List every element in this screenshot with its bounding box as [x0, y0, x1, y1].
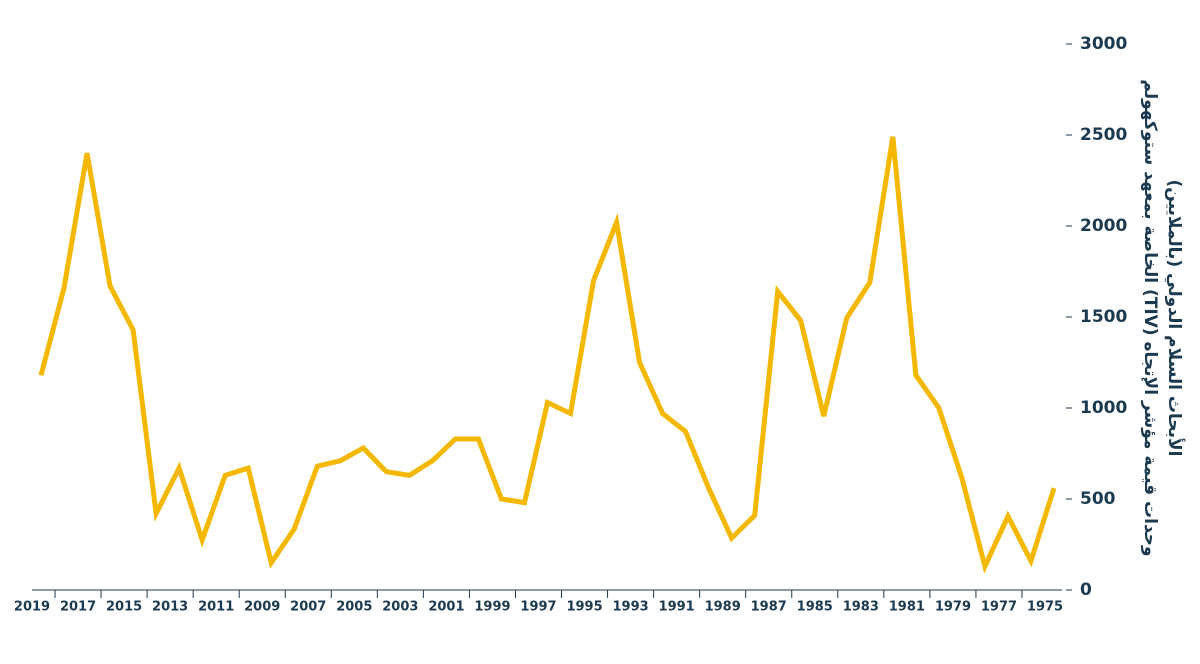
x-tick-label: 1989	[705, 600, 741, 615]
x-tick-label: 1993	[612, 600, 648, 615]
x-tick-label: 2011	[198, 600, 234, 615]
x-tick-label: 2017	[60, 600, 96, 615]
y-tick-label: 1000	[1080, 398, 1127, 418]
x-tick-label: 1981	[889, 600, 925, 615]
x-tick-label: 1979	[935, 600, 971, 615]
x-tick-label: 1985	[797, 600, 833, 615]
y-tick-label: 0	[1080, 580, 1092, 600]
y-tick-label: 2500	[1080, 125, 1127, 145]
y-tick-label: 2000	[1080, 216, 1127, 236]
y-axis-title: وحدات قيمة مؤشر الإتجاه (TIV) الخاصة بمع…	[1140, 79, 1185, 556]
x-tick-label: 1983	[843, 600, 879, 615]
x-tick-label: 1999	[474, 600, 510, 615]
y-tick-label: 1500	[1080, 307, 1127, 327]
x-tick-label: 1975	[1027, 600, 1063, 615]
x-tick-label: 2019	[14, 600, 50, 615]
x-tick-label: 1991	[659, 600, 695, 615]
x-tick-label: 2007	[290, 600, 326, 615]
x-tick-label: 1977	[981, 600, 1017, 615]
y-label-line: وحدات قيمة مؤشر الإتجاه (TIV) الخاصة بمع…	[1140, 79, 1160, 556]
x-tick-label: 2013	[152, 600, 188, 615]
x-tick-label: 2009	[244, 600, 280, 615]
x-tick-label: 1997	[520, 600, 556, 615]
x-tick-label: 2005	[336, 600, 372, 615]
x-tick-label: 1987	[751, 600, 787, 615]
y-tick-label: 3000	[1080, 34, 1127, 54]
x-tick-label: 2015	[106, 600, 142, 615]
y-tick-label: 500	[1080, 489, 1116, 509]
y-label-line: الأبحاث السلام الدولي (بالملايين)	[1164, 179, 1185, 456]
x-tick-label: 1995	[566, 600, 602, 615]
x-tick-label: 2001	[428, 600, 464, 615]
data-line	[38, 136, 1057, 574]
x-tick-label: 2003	[382, 600, 418, 615]
